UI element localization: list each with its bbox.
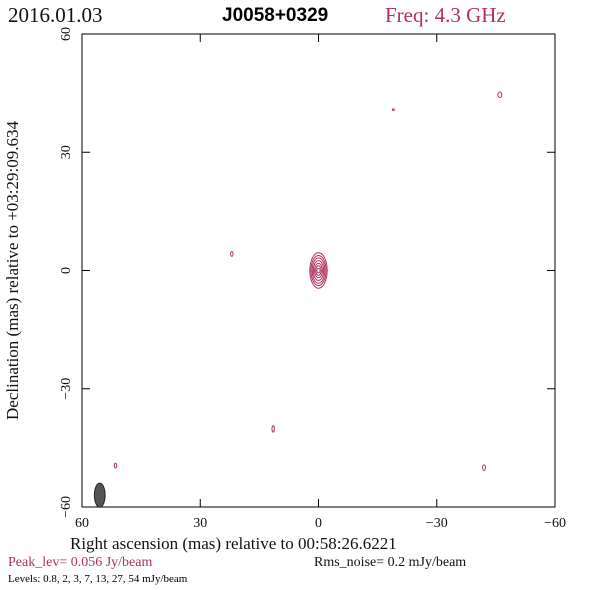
- x-tick-label: 60: [75, 516, 89, 531]
- x-tick-label: 30: [193, 516, 207, 531]
- observation-date: 2016.01.03: [8, 3, 103, 27]
- core-contour: [314, 262, 323, 279]
- y-tick-label: −30: [59, 378, 74, 400]
- noise-contour: [391, 108, 395, 112]
- noise-contour: [271, 425, 275, 433]
- axis-ticks: [81, 33, 556, 508]
- x-tick-label: −60: [544, 516, 566, 531]
- frequency-label: Freq: 4.3 GHz: [385, 3, 506, 27]
- y-axis-label: Declination (mas) relative to +03:29:09.…: [3, 121, 22, 420]
- source-name: J0058+0329: [222, 5, 329, 26]
- core-contour: [316, 267, 321, 274]
- core-contour: [311, 257, 326, 284]
- y-tick-label: −60: [59, 496, 74, 518]
- rms-noise: Rms_noise= 0.2 mJy/beam: [314, 555, 467, 570]
- plot-frame: [81, 33, 556, 508]
- core-contour: [315, 265, 322, 276]
- noise-contour: [482, 464, 486, 471]
- core-contour: [309, 252, 328, 289]
- x-tick-label: −30: [426, 516, 448, 531]
- y-tick-label: 0: [59, 267, 74, 274]
- peak-level: Peak_lev= 0.056 Jy/beam: [8, 555, 153, 570]
- y-tick-label: 30: [59, 145, 74, 159]
- x-axis-label: Right ascension (mas) relative to 00:58:…: [70, 534, 397, 553]
- noise-contour: [230, 251, 234, 257]
- noise-contour: [113, 462, 118, 469]
- x-tick-label: 0: [315, 516, 322, 531]
- contour-levels: Levels: 0.8, 2, 3, 7, 13, 27, 54 mJy/bea…: [8, 573, 188, 585]
- y-tick-label: 60: [59, 27, 74, 41]
- y-axis-label-group: Declination (mas) relative to +03:29:09.…: [3, 121, 22, 420]
- contour-layer: [93, 91, 503, 508]
- noise-contour: [497, 91, 503, 98]
- beam-ellipse: [93, 482, 106, 508]
- core-contour: [312, 260, 325, 281]
- core-contour: [310, 255, 327, 286]
